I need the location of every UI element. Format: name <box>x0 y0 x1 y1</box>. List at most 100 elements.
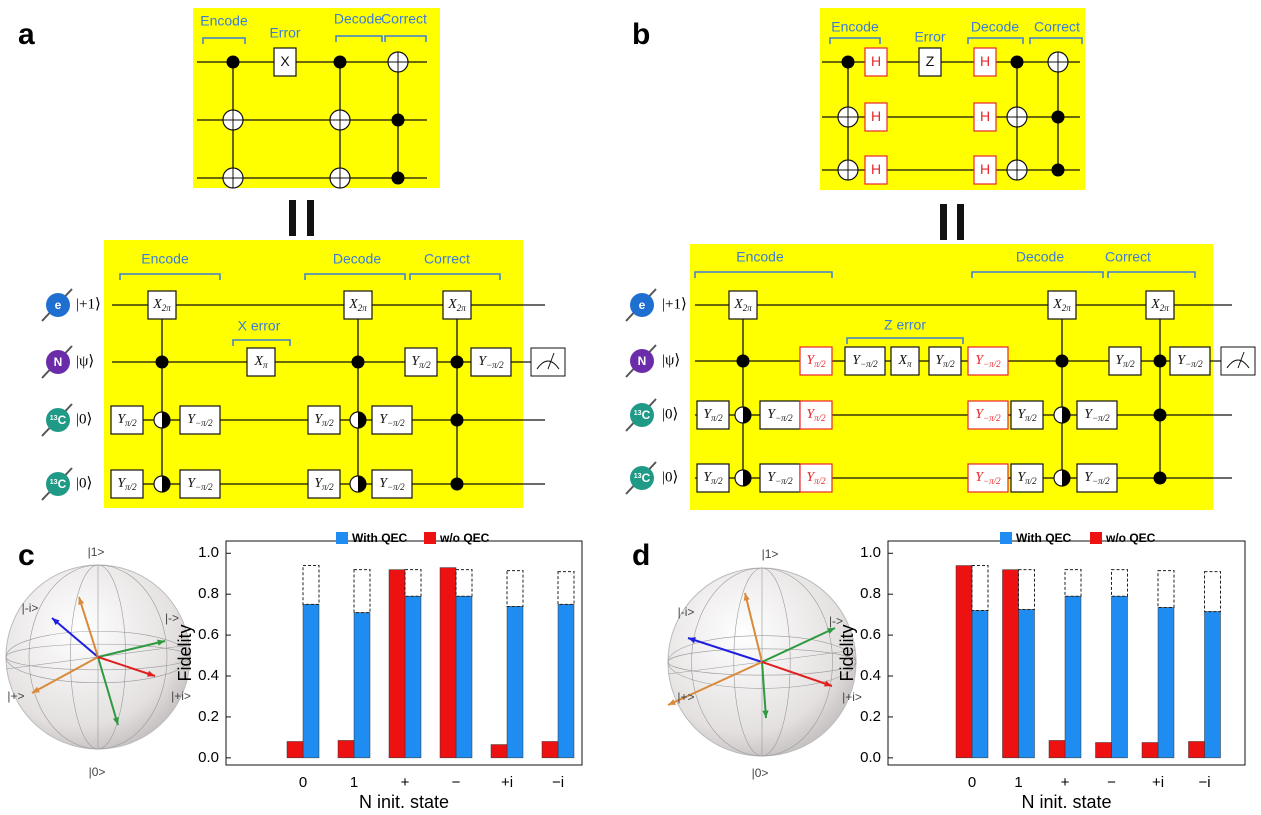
x-tick-label: − <box>1107 774 1116 791</box>
bar <box>303 604 319 757</box>
y-tick-label: 0.0 <box>860 749 881 766</box>
y-tick-label: 0.0 <box>198 749 219 766</box>
stage-label: Correct <box>1034 19 1080 35</box>
bar <box>1205 612 1221 758</box>
gate-sub: π/2 <box>125 482 137 492</box>
qubit-icon-label: e <box>55 298 62 312</box>
gate-sub: −π/2 <box>195 418 213 428</box>
control-dot <box>352 356 365 369</box>
legend-swatch <box>424 532 436 544</box>
stage-label: Encode <box>736 249 784 265</box>
gate-base: Z <box>926 53 935 69</box>
gate-base: X <box>1150 297 1160 312</box>
gate-sub: −π/2 <box>983 359 1001 369</box>
gate-sub: −π/2 <box>387 482 405 492</box>
bar <box>1142 742 1158 757</box>
gate-sub: π/2 <box>1025 413 1037 423</box>
stage-label: Error <box>269 25 300 41</box>
x-tick-label: +i <box>1152 774 1164 791</box>
gate-base: H <box>871 161 881 177</box>
y-tick-label: 1.0 <box>860 544 881 561</box>
bar <box>1158 607 1174 757</box>
icon-main: e <box>55 298 62 312</box>
legend-swatch <box>1000 532 1012 544</box>
gate-sub: π <box>263 360 268 370</box>
bar <box>456 596 472 758</box>
gate-base: X <box>280 53 290 69</box>
qubit-state: |ψ⟩ <box>76 353 94 369</box>
icon-sup: 13 <box>634 410 642 417</box>
panel-label: d <box>632 539 650 572</box>
x-axis-label: N init. state <box>359 792 449 812</box>
qubit-state: |0⟩ <box>662 469 678 485</box>
bar <box>338 740 354 757</box>
gate-sub: −π/2 <box>983 476 1001 486</box>
gate-base: X <box>348 297 358 312</box>
gate-base: X <box>897 353 907 368</box>
gate-sub: π/2 <box>322 482 334 492</box>
control-dot <box>1052 164 1065 177</box>
control-dot <box>334 56 347 69</box>
gate-sub: −π/2 <box>983 413 1001 423</box>
gate-sub: π/2 <box>943 359 955 369</box>
gate-sub: 2π <box>1160 303 1170 313</box>
stage-label: Correct <box>1105 249 1151 265</box>
gate-sub: π/2 <box>125 418 137 428</box>
control-dot <box>392 114 405 127</box>
control-dot <box>1011 56 1024 69</box>
gate-sub: π/2 <box>711 413 723 423</box>
gate-label: H <box>871 108 881 124</box>
control-dot <box>1154 472 1167 485</box>
qubit-icon-label: N <box>54 355 63 369</box>
stage-label: Z error <box>884 317 926 333</box>
legend-swatch <box>336 532 348 544</box>
stage-label: Correct <box>424 251 470 267</box>
icon-sup: 13 <box>50 479 58 486</box>
gate-base: H <box>871 108 881 124</box>
x-axis-label: N init. state <box>1021 792 1111 812</box>
yellow-panel <box>193 8 440 188</box>
gate-label: H <box>980 108 990 124</box>
bloch-label: |-> <box>165 611 179 625</box>
gate-sub: −π/2 <box>195 482 213 492</box>
qubit-state: |0⟩ <box>76 475 92 491</box>
legend-label: With QEC <box>352 531 408 545</box>
y-tick-label: 0.2 <box>860 708 881 725</box>
legend-label: w/o QEC <box>439 531 490 545</box>
control-dot <box>156 356 169 369</box>
bar <box>1049 740 1065 757</box>
gate-sub: π <box>907 359 912 369</box>
bar <box>1189 741 1205 757</box>
bloch-label: |+i> <box>842 690 862 704</box>
control-dot <box>1154 355 1167 368</box>
bar <box>440 568 456 758</box>
gate-sub: −π/2 <box>1092 413 1110 423</box>
icon-main: N <box>638 354 647 368</box>
gate-sub: −π/2 <box>775 413 793 423</box>
stage-label: Encode <box>831 19 879 35</box>
icon-main: N <box>54 355 63 369</box>
bar <box>558 604 574 757</box>
x-tick-label: −i <box>1198 774 1210 791</box>
icon-main: C <box>642 408 651 422</box>
icon-sup: 13 <box>634 473 642 480</box>
gate-base: X <box>447 297 457 312</box>
yellow-panel <box>104 240 523 508</box>
icon-sup: 13 <box>50 415 58 422</box>
x-tick-label: +i <box>501 774 513 791</box>
gate-base: H <box>980 108 990 124</box>
gate-sub: −π/2 <box>387 418 405 428</box>
bar <box>956 566 972 758</box>
control-dot <box>842 56 855 69</box>
bloch-label: |1> <box>762 547 779 561</box>
panel-label: c <box>18 539 35 572</box>
y-tick-label: 1.0 <box>198 544 219 561</box>
bar <box>542 741 558 757</box>
equals-bar <box>307 200 314 236</box>
gate-sub: 2π <box>1062 303 1072 313</box>
icon-main: C <box>642 471 651 485</box>
panel-label: b <box>632 18 650 51</box>
gate-sub: 2π <box>743 303 753 313</box>
gate-label: Z <box>926 53 935 69</box>
stage-label: Decode <box>333 251 381 267</box>
